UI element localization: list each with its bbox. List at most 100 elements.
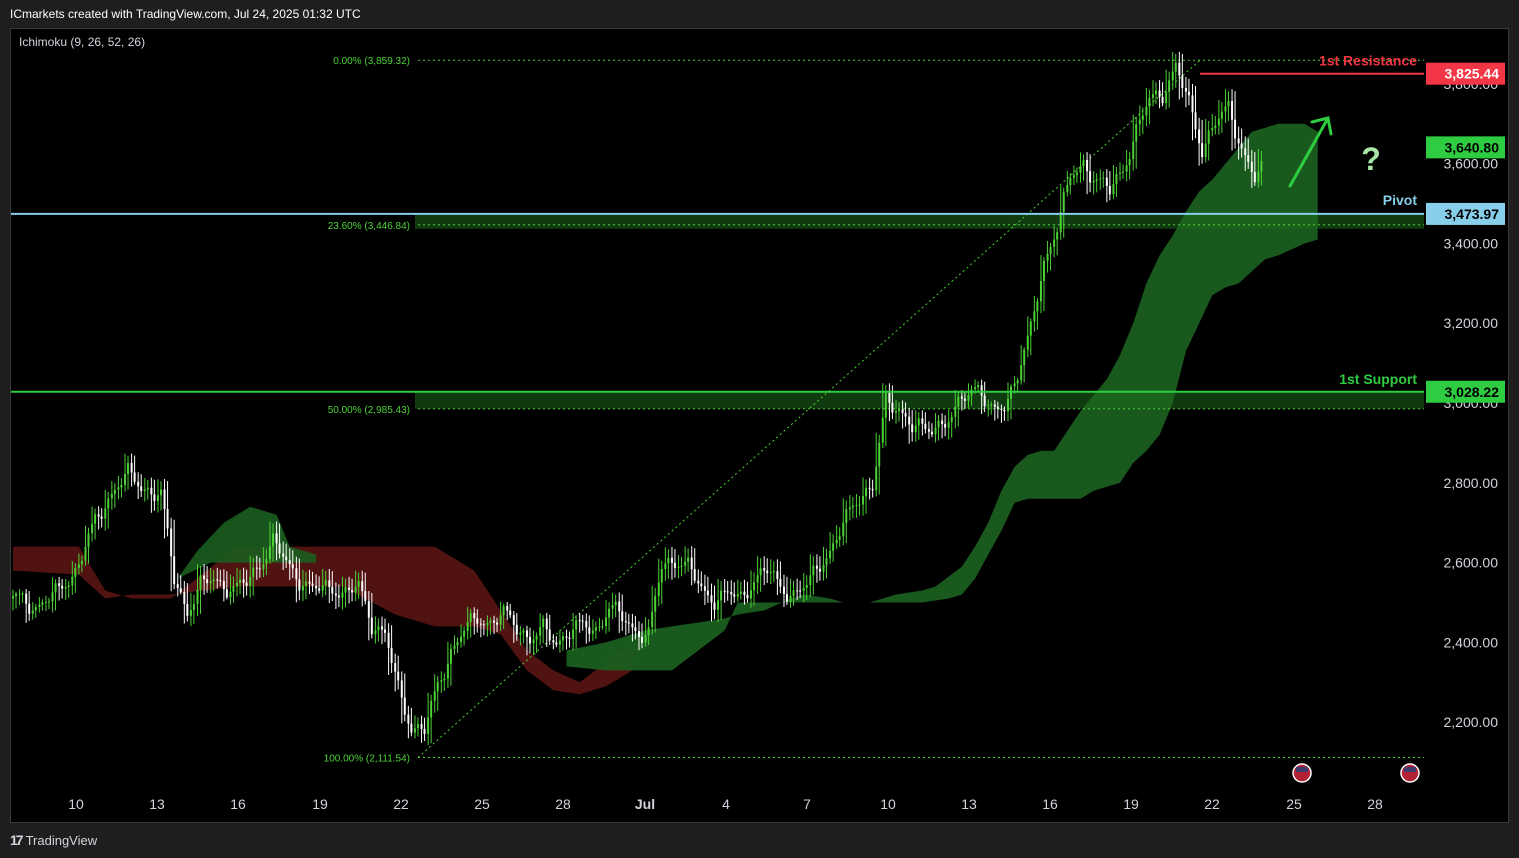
candle-body [124,473,127,485]
candle-body [1178,62,1181,76]
candle-body [321,585,324,591]
candle-body [87,533,90,547]
x-tick-label: 7 [803,796,811,812]
candle-body [901,409,904,413]
candle-body [100,516,103,519]
candle-body [703,586,706,591]
candle-body [954,406,957,417]
x-tick-label: 19 [1123,796,1139,812]
candle-body [1086,159,1089,172]
candle-body [288,560,291,565]
candle-body [31,610,34,614]
candle-body [1237,138,1240,144]
candle-body [875,466,878,491]
candle-body [591,630,594,634]
candle-body [548,629,551,641]
candle-body [996,406,999,409]
candle-body [348,587,351,591]
candle-body [519,632,522,635]
candle-body [140,486,143,492]
candle-body [884,392,887,418]
candle-body [858,504,861,506]
candle-body [1198,129,1201,144]
candle-body [1234,119,1237,139]
candle-body [107,498,110,509]
candle-body [236,582,239,587]
indicator-legend[interactable]: Ichimoku (9, 26, 52, 26) [19,35,146,49]
candle-body [443,678,446,681]
candle-body [934,427,937,435]
candle-body [845,509,848,523]
candle-body [315,585,318,589]
candle-body [515,624,518,635]
candle-body [937,420,940,428]
us-flag-canton [1404,767,1416,772]
candle-body [153,494,156,501]
y-tick-label: 3,600.00 [1444,156,1499,172]
candle-body [763,568,766,571]
candle-body [723,590,726,592]
candle-body [558,640,561,645]
candle-body [496,622,499,625]
fib-zone-50 [415,391,1424,409]
candle-body [927,429,930,432]
candle-body [110,494,113,499]
candle-body [351,590,354,593]
candle-body [341,592,344,598]
support-label: 1st Support [1339,371,1417,387]
candle-body [1115,173,1118,185]
candle-body [1141,115,1144,120]
candle-body [809,575,812,585]
candle-body [1253,171,1256,183]
candle-body [212,579,215,582]
candle-body [67,585,70,588]
candle-body [693,569,696,581]
candle-body [993,404,996,407]
candle-body [644,634,647,643]
chart-attribution: ICmarkets created with TradingView.com, … [10,7,361,21]
candle-body [624,621,627,623]
candle-body [77,564,80,568]
current-price-badge: 3,640.80 [1445,139,1500,155]
candle-body [192,603,195,610]
candle-body [598,626,601,628]
candle-body [1168,80,1171,92]
candle-body [222,580,225,590]
candle-body [423,728,426,735]
candle-body [736,594,739,597]
candle-body [572,629,575,639]
candle-body [1128,159,1131,166]
candle-body [21,593,24,595]
candle-body [278,543,281,554]
candle-body [799,590,802,592]
candle-body [206,579,209,584]
candle-body [1023,349,1026,366]
candle-body [1042,260,1045,282]
candle-body [1187,91,1190,96]
tradingview-logo[interactable]: 17 TradingView [10,832,97,848]
candle-body [1026,335,1029,350]
bearish-cloud [13,546,633,695]
candle-body [1046,253,1049,261]
x-tick-label: 16 [230,796,246,812]
candle-body [1165,91,1168,104]
candle-body [726,591,729,593]
us-flag-event-icon [1292,763,1312,783]
candle-body [904,412,907,417]
candle-body [239,579,242,583]
candle-body [120,484,123,488]
candle-body [1003,410,1006,412]
x-tick-label: Jul [635,796,655,812]
candle-body [555,642,558,645]
candle-body [601,626,604,628]
candle-body [407,714,410,724]
candle-body [756,575,759,583]
candle-body [163,489,166,510]
candle-body [420,723,423,729]
fib-label: 0.00% (3,859.32) [333,56,410,67]
candle-body [641,636,643,643]
x-tick-label: 19 [312,796,328,812]
candle-body [301,585,304,591]
candle-body [397,671,400,681]
candle-body [58,583,61,586]
